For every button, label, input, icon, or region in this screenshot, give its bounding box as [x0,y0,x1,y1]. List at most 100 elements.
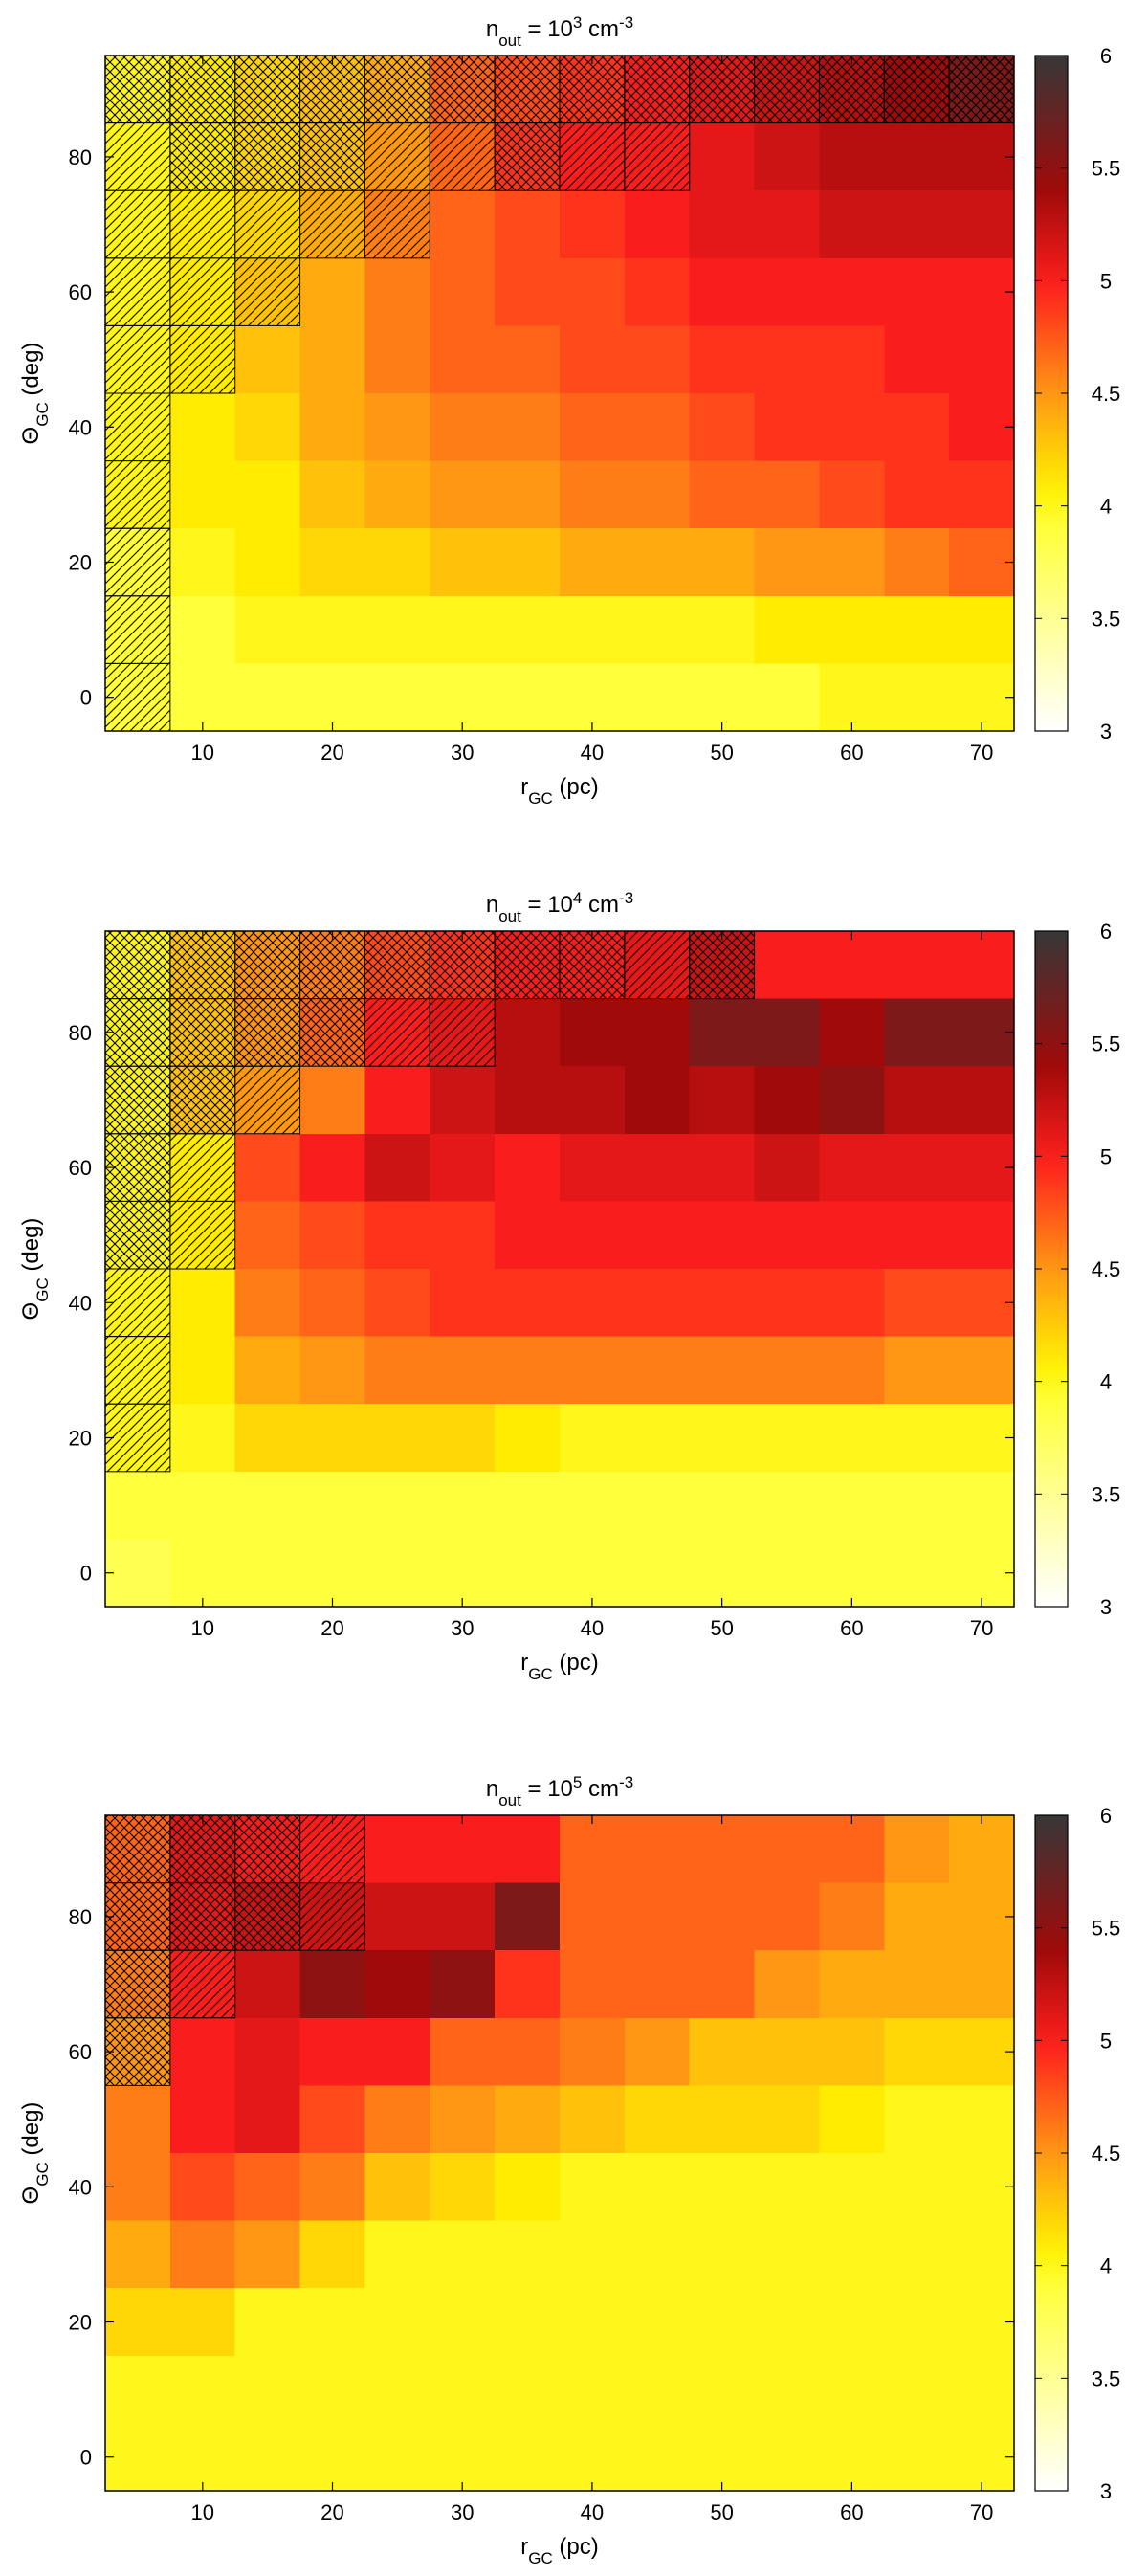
heatmap-cell [689,1201,755,1269]
heatmap-cell [819,2017,885,2086]
heatmap-cell [299,460,365,529]
hatched-cell [169,324,236,394]
heatmap-cell [689,1815,755,1883]
heatmap-cell [430,1882,496,1951]
y-axis-label-part: GC [33,1277,52,1302]
hatched-cell [559,930,626,1000]
heatmap-cell [495,325,560,393]
heatmap-cell [234,1133,300,1202]
heatmap-cell [949,595,1014,664]
heatmap-cell [299,595,365,664]
heatmap-cell [884,1882,950,1951]
heatmap-cell [689,1066,755,1134]
heatmap-cell [495,1404,560,1472]
hatched-cell [689,55,756,124]
heatmap-cell [754,2220,820,2289]
heatmap-cell [364,1539,430,1607]
y-tick-label: 20 [69,551,92,575]
heatmap-cell [105,2288,170,2356]
heatmap-cell [495,2288,560,2356]
heatmap-cell [430,663,496,731]
heatmap-cell [169,2288,235,2356]
heatmap-cell [430,1539,496,1607]
heatmap-cell [949,393,1014,461]
x-tick-label: 60 [840,741,863,765]
heatmap-cell [560,2153,625,2221]
heatmap-cell [234,1201,300,1269]
heatmap-cell [819,528,885,596]
hatched-cell [104,324,171,394]
heatmap-cell [884,2220,950,2289]
heatmap-cell [234,1404,300,1472]
hatched-cell [494,930,561,1000]
heatmap-cell [819,2085,885,2153]
y-tick-label: 0 [80,2446,92,2470]
x-tick-label: 10 [191,741,214,765]
x-tick-label: 40 [581,741,604,765]
heatmap-cell [884,2355,950,2424]
heatmap-cell [560,1815,625,1883]
heatmap-cell [430,190,496,258]
hatched-cell [169,189,236,259]
y-axis-label-group: ΘGC (deg) [18,343,52,445]
heatmap-cell [754,2355,820,2424]
heatmap-cell [689,460,755,529]
hatched-cell [169,257,236,326]
heatmap-cell [819,2355,885,2424]
heatmap-cell [689,595,755,664]
heatmap-cell [560,2085,625,2153]
hatched-cell [234,189,301,259]
y-tick-label: 80 [69,145,92,169]
hatched-cell [364,930,430,1000]
chart-title-part: out [498,1791,521,1810]
heatmap-cell [169,2085,235,2153]
heatmap-cell [495,1815,560,1883]
heatmap-cell [495,663,560,731]
heatmap-cell [560,2288,625,2356]
hatched-cell [299,1882,365,1951]
chart-title: nout = 105 cm-3 [486,1773,633,1810]
heatmap-cell [884,2423,950,2491]
heatmap-cell [949,1950,1014,2018]
hatched-cell [234,122,301,191]
hatched-cell [624,122,691,191]
y-tick-label: 0 [80,1562,92,1586]
heatmap-cell [689,1882,755,1951]
heatmap-cell [234,1336,300,1405]
heatmap-cell [754,2085,820,2153]
x-axis-label-part: r [520,774,528,800]
heatmap-cell [495,2220,560,2289]
heatmap-cell [169,2153,235,2221]
heatmap-cell [884,663,950,731]
heatmap-cell [495,190,560,258]
y-axis-label-part: Θ [18,1302,44,1321]
heatmap-cell [169,1471,235,1540]
heatmap-cell [364,1269,430,1337]
colorbar-tick-label: 3.5 [1092,2366,1121,2390]
heatmap-cell [689,663,755,731]
chart-title-part: cm [582,16,619,42]
heatmap-cell [624,2220,690,2289]
colorbar-tick-label: 4 [1100,495,1112,519]
heatmap-cell [495,2355,560,2424]
heatmap-cell [299,2220,365,2289]
heatmap-cell [430,1066,496,1134]
heatmap-cell [560,2423,625,2491]
heatmap-cell [364,1336,430,1405]
heatmap-cell [884,931,950,999]
heatmap-cell [560,1066,625,1134]
hatched-cell [104,1336,171,1405]
heatmap-cell [299,1133,365,1202]
y-tick-label: 80 [69,1021,92,1045]
heatmap-cell [754,393,820,461]
heatmap-cell [560,1471,625,1540]
heatmap-cell [299,1950,365,2018]
y-tick-label: 80 [69,1905,92,1929]
y-tick-label: 20 [69,1427,92,1451]
y-axis-label-group: ΘGC (deg) [18,1218,52,1321]
colorbar-tick-label: 5.5 [1092,1917,1121,1941]
heatmap-cell [560,1133,625,1202]
plot-frame [104,55,1015,732]
chart-title-part: 3 [573,13,582,32]
